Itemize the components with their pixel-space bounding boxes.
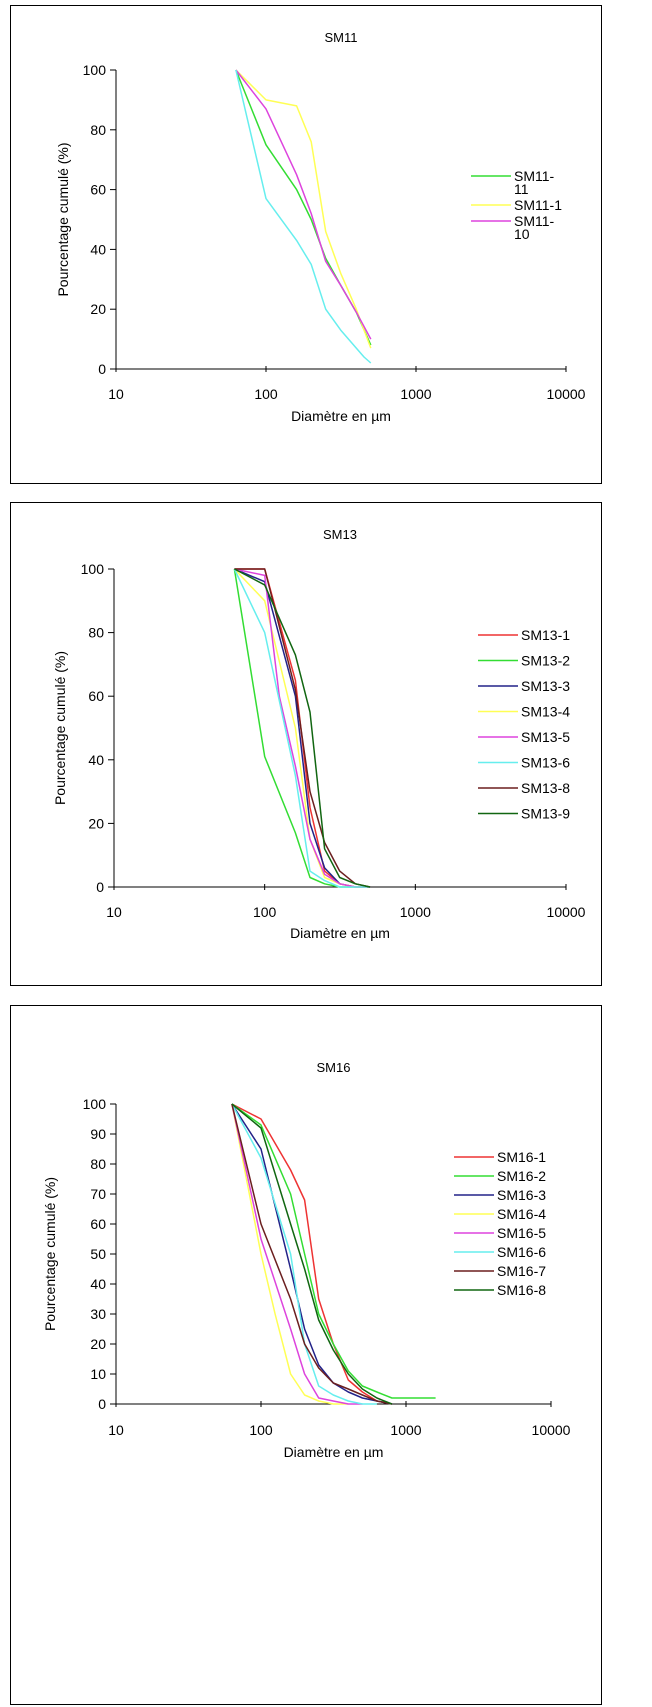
legend-entry: SM16-3 [497, 1187, 546, 1203]
chart-title: SM11 [325, 30, 358, 45]
series-line-sm11-1 [235, 69, 372, 349]
series-line-sm13-5 [234, 568, 370, 888]
series-line-sm16-2 [231, 1103, 436, 1399]
y-tick-label: 40 [90, 1276, 106, 1292]
series-line-sm13-6 [233, 568, 370, 888]
y-tick-label: 30 [90, 1306, 106, 1322]
y-tick-label: 100 [83, 1096, 107, 1112]
series-line-sm13-8 [234, 568, 371, 888]
y-tick-label: 20 [90, 1336, 106, 1352]
series-line-sm16-6 [231, 1103, 377, 1405]
x-axis-label: Diamètre en µm [284, 1444, 384, 1460]
chart-panel-sm11: SM11 0 20 40 60 80 100 10 100 1000 10000 Diamètre e… [10, 5, 602, 484]
y-tick-label: 10 [90, 1366, 106, 1382]
y-tick-label: 0 [96, 879, 104, 895]
y-tick-label: 100 [83, 62, 107, 78]
x-tick-label: 100 [249, 1422, 273, 1438]
y-tick-label: 40 [90, 241, 106, 257]
y-axis-label: Pourcentage cumulé (%) [55, 142, 71, 296]
chart-title: SM16 [317, 1060, 351, 1075]
y-tick-label: 100 [81, 561, 105, 577]
y-tick-label: 60 [88, 688, 104, 704]
legend-entry: SM13-3 [521, 678, 570, 694]
y-tick-label: 0 [98, 361, 106, 377]
series-line-sm16-3 [231, 1103, 393, 1405]
legend-entry: SM13-6 [521, 755, 570, 771]
series-line-sm13-2 [233, 568, 370, 888]
legend-entry: SM13-8 [521, 780, 570, 796]
x-tick-label: 1000 [400, 386, 431, 402]
x-tick-label: 10 [106, 904, 122, 920]
series-line-sm11-11 [235, 69, 372, 346]
series-line-sm16-1 [231, 1103, 393, 1405]
y-tick-label: 60 [90, 182, 106, 198]
legend-entry: SM11-10 [514, 213, 555, 242]
chart-panel-sm13: SM13 0 20 40 60 80 100 10 100 1000 10000 Diamètre e… [10, 502, 602, 986]
series-line-sm16-5 [231, 1103, 363, 1405]
y-tick-label: 20 [88, 815, 104, 831]
series-line-sm16-4 [231, 1103, 349, 1405]
chart-panel-sm16: SM16 0 10 20 30 40 50 60 70 80 90 100 10 100 1000 10000… [10, 1005, 602, 1705]
y-tick-label: 60 [90, 1216, 106, 1232]
y-tick-label: 50 [90, 1246, 106, 1262]
x-tick-label: 1000 [400, 904, 431, 920]
chart-title: SM13 [323, 527, 357, 542]
y-tick-label: 0 [98, 1396, 106, 1412]
series-line-sm13-1 [234, 568, 370, 888]
series-line-sm13-4 [233, 568, 370, 888]
legend-entry: SM16-4 [497, 1206, 546, 1222]
legend-entry: SM13-5 [521, 729, 570, 745]
x-tick-label: 100 [253, 904, 277, 920]
series-line-sm16-8 [231, 1103, 393, 1405]
x-tick-label: 10000 [532, 1422, 571, 1438]
legend-entry: SM13-9 [521, 806, 570, 822]
y-tick-label: 90 [90, 1126, 106, 1142]
x-tick-label: 1000 [390, 1422, 421, 1438]
chart-sm11: SM11 0 20 40 60 80 100 10 100 1000 10000 Diamètre e… [55, 30, 586, 424]
x-axis-label: Diamètre en µm [291, 408, 391, 424]
legend-entry: SM16-7 [497, 1263, 546, 1279]
legend-entry: SM16-2 [497, 1168, 546, 1184]
series-line-sm16-7 [231, 1103, 393, 1405]
legend-entry: SM13-2 [521, 653, 570, 669]
legend-entry: SM13-4 [521, 704, 570, 720]
legend-entry: SM16-8 [497, 1282, 546, 1298]
y-tick-label: 40 [88, 752, 104, 768]
series-line-sm13-3 [234, 568, 370, 888]
y-tick-label: 80 [90, 1156, 106, 1172]
series-line-sm11-unnamed-3 [235, 69, 372, 364]
legend-entry: SM13-1 [521, 627, 570, 643]
y-axis-label: Pourcentage cumulé (%) [52, 651, 68, 805]
x-axis-label: Diamètre en µm [290, 925, 390, 941]
y-axis-label: Pourcentage cumulé (%) [42, 1177, 58, 1331]
x-tick-label: 10 [108, 386, 124, 402]
series-line-sm11-10 [235, 69, 372, 340]
x-tick-label: 100 [254, 386, 278, 402]
x-tick-label: 10 [108, 1422, 124, 1438]
y-tick-label: 70 [90, 1186, 106, 1202]
legend-entry: SM16-1 [497, 1149, 546, 1165]
x-tick-label: 10000 [547, 904, 586, 920]
legend-entry: SM11-11 [514, 168, 555, 197]
chart-sm13: SM13 0 20 40 60 80 100 10 100 1000 10000 Diamètre e… [52, 527, 586, 941]
y-tick-label: 80 [90, 122, 106, 138]
y-tick-label: 20 [90, 301, 106, 317]
legend-entry: SM16-6 [497, 1244, 546, 1260]
series-line-sm13-9 [234, 568, 371, 888]
y-tick-label: 80 [88, 625, 104, 641]
legend-entry: SM16-5 [497, 1225, 546, 1241]
legend-entry: SM11-1 [514, 197, 562, 213]
x-tick-label: 10000 [547, 386, 586, 402]
